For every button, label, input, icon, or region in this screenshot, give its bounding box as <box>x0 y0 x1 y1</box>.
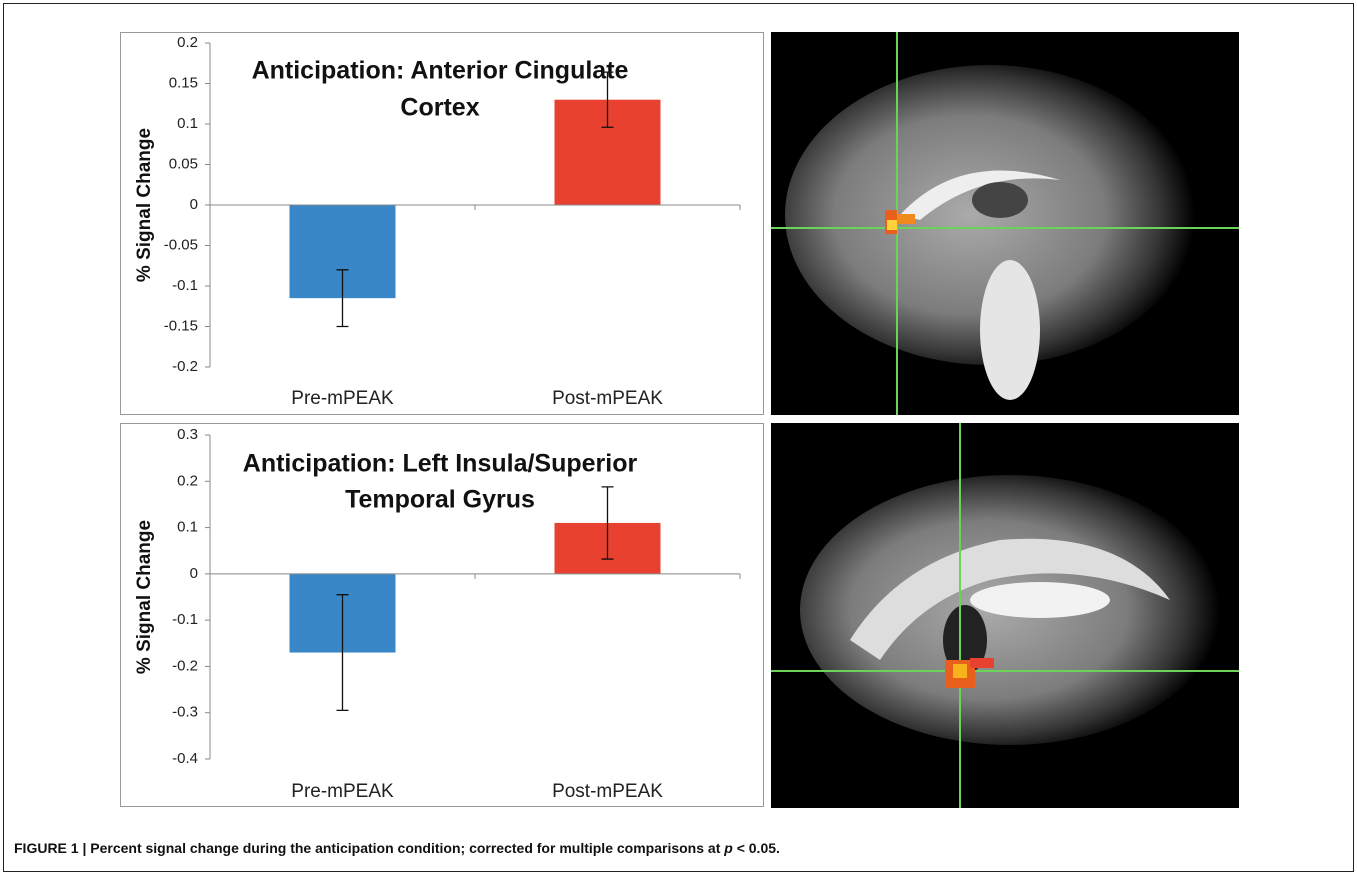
y-tick-label: 0.05 <box>169 155 198 172</box>
x-tick-label: Post-mPEAK <box>552 388 663 409</box>
y-tick-label: 0.15 <box>169 74 198 91</box>
page: FIGURE 1 | Percent signal change during … <box>0 0 1357 876</box>
caption-text: FIGURE 1 | Percent signal change during … <box>14 840 724 856</box>
brain-image <box>771 423 1239 808</box>
x-tick-label: Pre-mPEAK <box>291 388 394 409</box>
chart-title: Anticipation: Anterior Cingulate <box>252 57 629 85</box>
chart-title: Temporal Gyrus <box>345 486 535 514</box>
x-tick-label: Pre-mPEAK <box>291 781 394 802</box>
caption-text: < 0.05. <box>733 840 780 856</box>
y-tick-label: 0.1 <box>177 115 198 132</box>
y-tick-label: -0.1 <box>172 277 198 294</box>
y-tick-label: 0 <box>190 565 198 582</box>
figure: FIGURE 1 | Percent signal change during … <box>0 0 1357 876</box>
y-tick-label: -0.05 <box>164 236 198 253</box>
chart-title: Anticipation: Left Insula/Superior <box>243 450 638 478</box>
y-tick-label: -0.3 <box>172 704 198 721</box>
y-tick-label: -0.1 <box>172 611 198 628</box>
chart-frame <box>121 33 764 415</box>
chart-title: Cortex <box>400 94 479 122</box>
y-tick-label: 0.2 <box>177 34 198 51</box>
brain-image <box>771 32 1239 415</box>
y-tick-label: 0.3 <box>177 426 198 443</box>
x-tick-label: Post-mPEAK <box>552 781 663 802</box>
chart-frame <box>121 424 764 807</box>
y-tick-label: -0.15 <box>164 317 198 334</box>
y-tick-label: 0.1 <box>177 519 198 536</box>
caption: FIGURE 1 | Percent signal change during … <box>14 840 780 856</box>
caption-italic: p <box>723 840 733 856</box>
y-tick-label: -0.2 <box>172 358 198 375</box>
y-tick-label: -0.4 <box>172 750 198 767</box>
y-tick-label: 0 <box>190 196 198 213</box>
y-axis-label: % Signal Change <box>134 128 155 282</box>
y-tick-label: -0.2 <box>172 657 198 674</box>
y-axis-label: % Signal Change <box>134 520 155 674</box>
y-tick-label: 0.2 <box>177 472 198 489</box>
